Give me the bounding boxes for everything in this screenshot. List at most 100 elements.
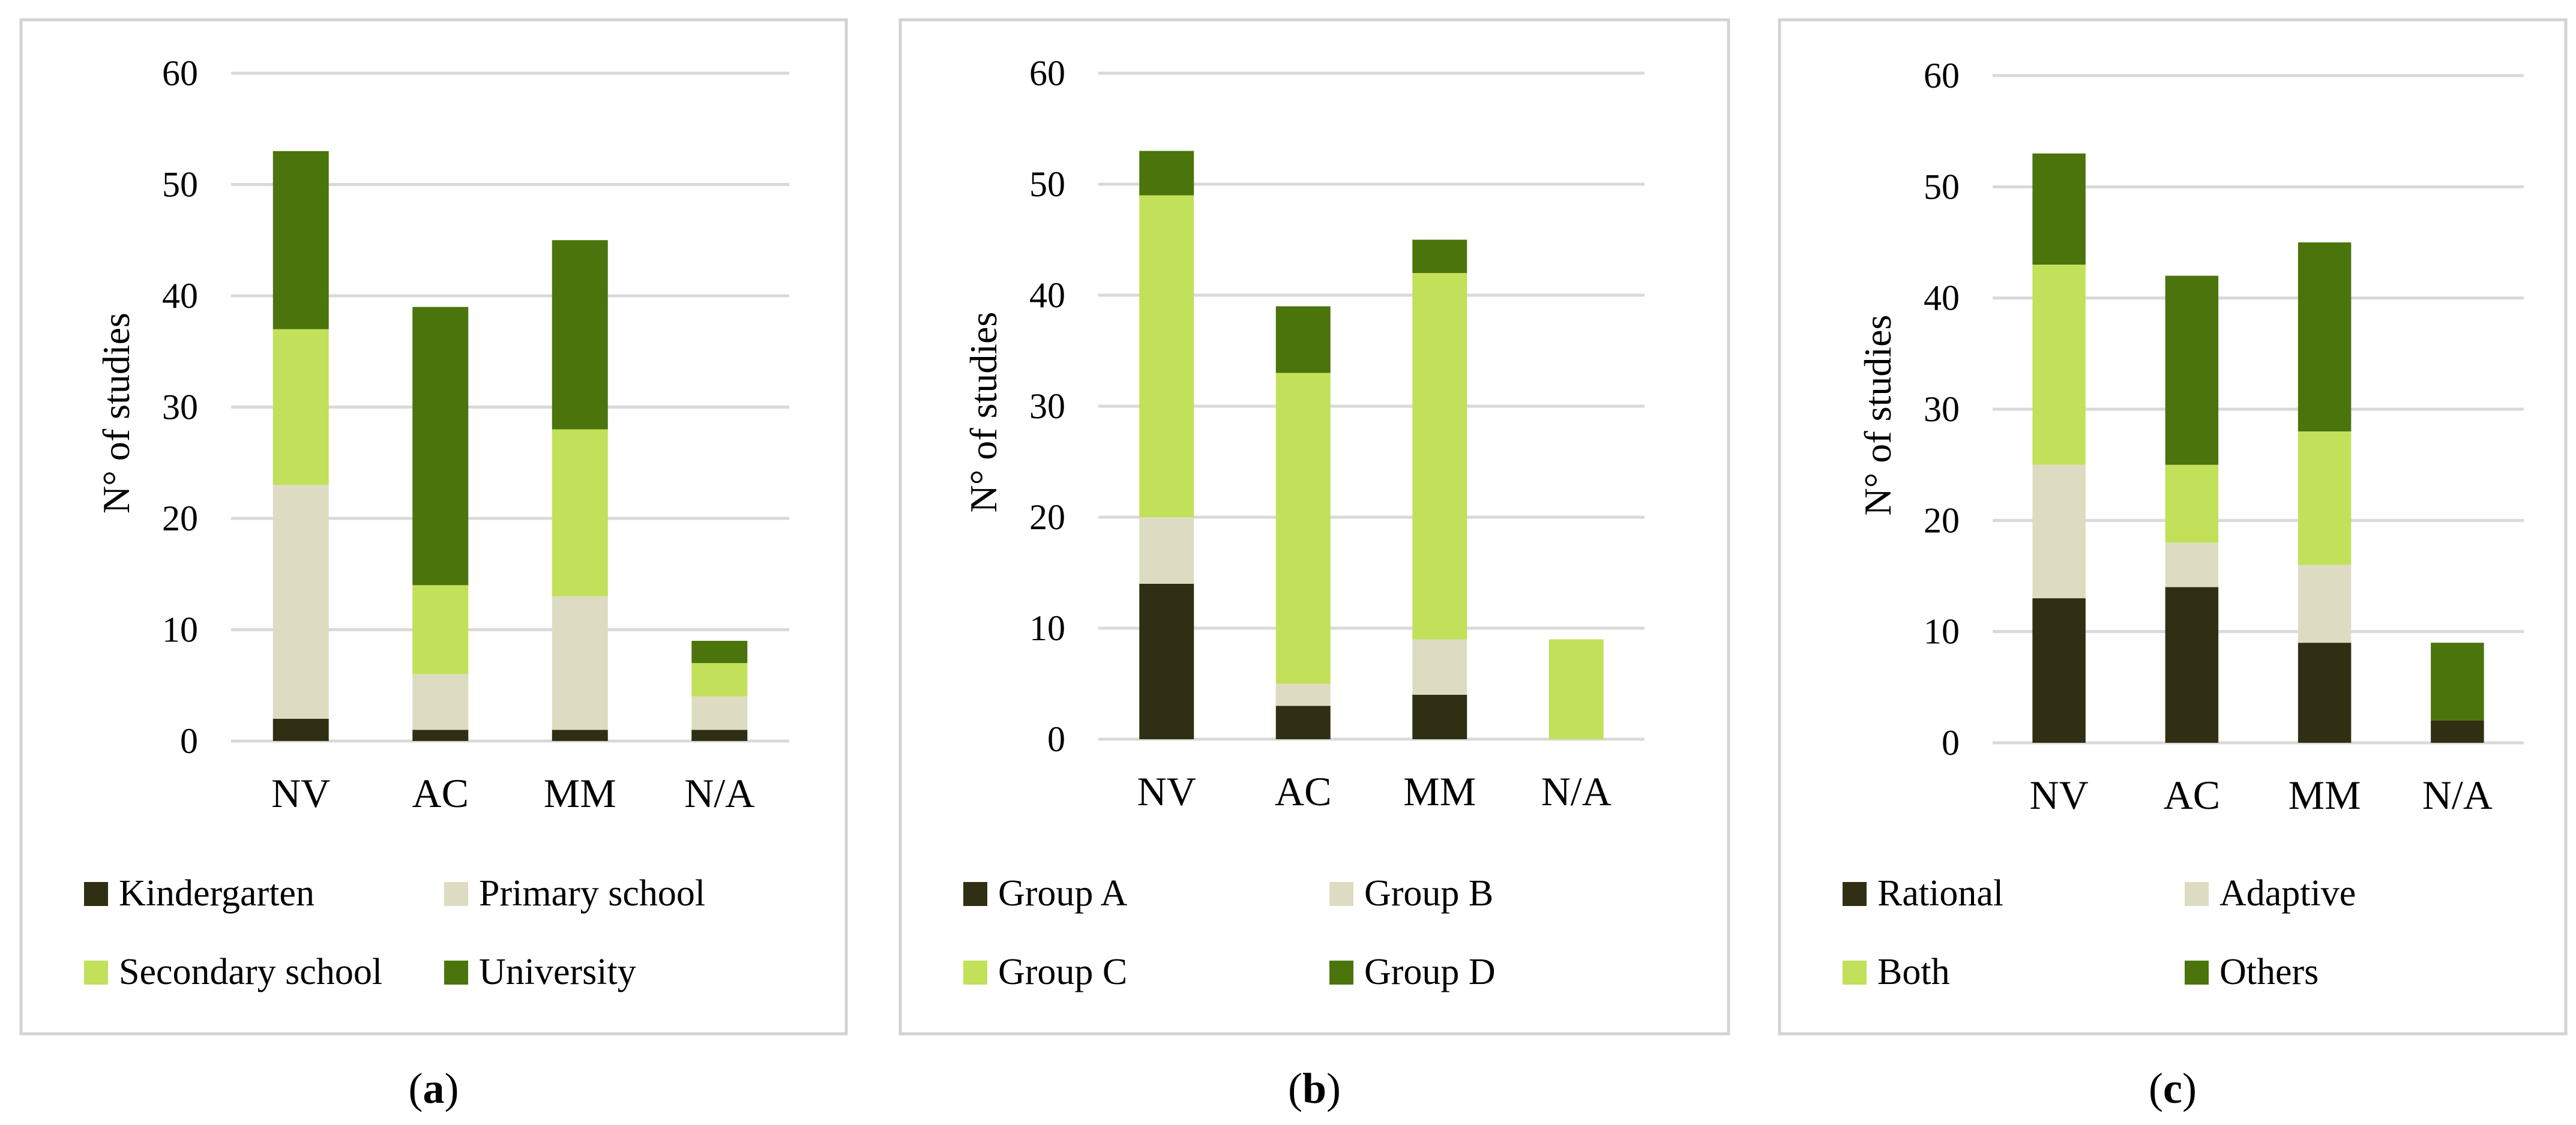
panel-caption: (b)	[1288, 1064, 1341, 1112]
legend-swatch	[444, 882, 468, 906]
legend-swatch	[2185, 882, 2209, 906]
caption-letter: c	[2163, 1064, 2182, 1112]
bar-segment-mm-group-d	[1412, 239, 1467, 273]
legend-swatch	[84, 961, 108, 985]
chart-panel-a: 0 10 20 30 40 50 60 N° of studies NV AC MM N/A Kinde…	[19, 18, 848, 1036]
bar-segment-ac-adaptive	[2165, 542, 2219, 587]
bar-segment-nv-group-d	[1139, 151, 1194, 196]
legend-swatch	[444, 961, 468, 985]
caption-open: (	[1288, 1064, 1302, 1112]
y-tick-label: 60	[1924, 56, 1960, 95]
caption-letter: b	[1302, 1064, 1326, 1112]
bar-segment-ac-secondary-school	[412, 585, 469, 674]
caption-close: )	[2182, 1064, 2197, 1112]
bar-segment-nv-both	[2032, 265, 2086, 465]
bar-segment-na-kindergarten	[691, 730, 748, 741]
y-tick-label: 10	[1924, 612, 1960, 652]
legend-label: Adaptive	[2219, 873, 2356, 914]
panel-caption: (a)	[409, 1064, 459, 1112]
y-axis-label: N° of studies	[962, 312, 1005, 513]
bar-segment-ac-group-b	[1275, 683, 1331, 706]
chart-panel-b: 0 10 20 30 40 50 60 N° of studies NV AC MM N/A Group…	[898, 18, 1730, 1036]
legend-label: Group A	[998, 873, 1128, 914]
bar-segment-nv-group-b	[1139, 517, 1194, 584]
legend-label: University	[479, 952, 636, 992]
bar-segment-na-group-c	[1548, 639, 1604, 739]
x-tick-label: NV	[271, 770, 330, 816]
x-tick-label: N/A	[684, 770, 754, 816]
bar-segment-na-others	[2431, 643, 2484, 721]
y-tick-label: 0	[180, 721, 198, 761]
bar-segment-nv-university	[272, 151, 329, 329]
x-tick-label: MM	[1403, 769, 1476, 814]
bar-segment-nv-rational	[2032, 598, 2086, 743]
x-tick-label: AC	[1275, 769, 1331, 814]
bar-segment-mm-group-a	[1412, 695, 1467, 739]
bar-segment-nv-group-a	[1139, 584, 1194, 739]
bar-segment-nv-secondary-school	[272, 329, 329, 485]
x-tick-label: AC	[2164, 772, 2220, 818]
y-tick-label: 60	[1029, 53, 1065, 93]
y-tick-label: 20	[162, 499, 198, 538]
legend-swatch	[1329, 882, 1353, 906]
y-tick-label: 50	[1029, 164, 1065, 204]
bar-segment-na-rational	[2431, 720, 2484, 743]
y-tick-label: 40	[1029, 275, 1065, 315]
bar-segment-nv-adaptive	[2032, 464, 2086, 599]
legend-swatch	[1843, 882, 1867, 906]
caption-open: (	[409, 1064, 423, 1112]
bar-segment-mm-group-b	[1412, 639, 1467, 695]
bar-segment-ac-both	[2165, 464, 2219, 543]
bar-segment-ac-group-c	[1275, 373, 1331, 684]
x-tick-label: MM	[2289, 772, 2361, 818]
legend-swatch	[1843, 961, 1867, 985]
bar-segment-ac-group-d	[1275, 306, 1331, 373]
x-tick-label: N/A	[2422, 772, 2493, 818]
bar-segment-nv-primary-school	[272, 485, 329, 719]
panel-caption: (c)	[2149, 1064, 2197, 1112]
y-tick-label: 0	[1942, 723, 1960, 763]
bar-segment-mm-primary-school	[552, 596, 608, 730]
bar-segment-ac-kindergarten	[412, 730, 469, 741]
y-tick-label: 0	[1047, 719, 1065, 759]
bar-segment-nv-kindergarten	[272, 718, 329, 741]
x-tick-label: MM	[544, 770, 616, 816]
bar-segment-ac-primary-school	[412, 674, 469, 730]
y-tick-label: 40	[162, 276, 198, 316]
bar-segment-ac-university	[412, 307, 469, 586]
caption-letter: a	[423, 1064, 445, 1112]
legend-swatch	[1329, 961, 1353, 985]
legend-label: Group C	[998, 952, 1127, 992]
y-tick-label: 30	[1924, 389, 1960, 429]
x-tick-label: AC	[412, 770, 469, 816]
bar-segment-mm-others	[2298, 242, 2352, 432]
bar-segment-na-secondary-school	[691, 663, 748, 697]
y-tick-label: 50	[162, 165, 198, 205]
bar-segment-mm-adaptive	[2298, 565, 2352, 643]
bar-segment-ac-group-a	[1275, 706, 1331, 739]
bar-segment-mm-rational	[2298, 643, 2352, 743]
y-tick-label: 30	[162, 388, 198, 427]
caption-open: (	[2149, 1064, 2163, 1112]
y-tick-label: 30	[1029, 386, 1065, 426]
y-tick-label: 20	[1029, 497, 1065, 537]
bar-segment-nv-group-c	[1139, 195, 1194, 517]
bar-segment-mm-secondary-school	[552, 429, 608, 596]
legend-label: Both	[1877, 952, 1950, 992]
legend-swatch	[963, 961, 987, 985]
x-tick-label: N/A	[1541, 769, 1612, 814]
legend-swatch	[84, 882, 108, 906]
x-tick-label: NV	[1137, 769, 1196, 814]
caption-close: )	[445, 1064, 459, 1112]
bar-segment-na-primary-school	[691, 696, 748, 730]
legend-label: Others	[2219, 952, 2319, 992]
bar-segment-mm-kindergarten	[552, 730, 608, 741]
x-tick-label: NV	[2030, 772, 2089, 818]
legend-label: Kindergarten	[119, 873, 314, 914]
y-tick-label: 40	[1924, 278, 1960, 318]
bar-segment-ac-rational	[2165, 587, 2219, 743]
bar-segment-mm-both	[2298, 431, 2352, 565]
legend-swatch	[2185, 961, 2209, 985]
y-axis-label: N° of studies	[95, 313, 137, 514]
